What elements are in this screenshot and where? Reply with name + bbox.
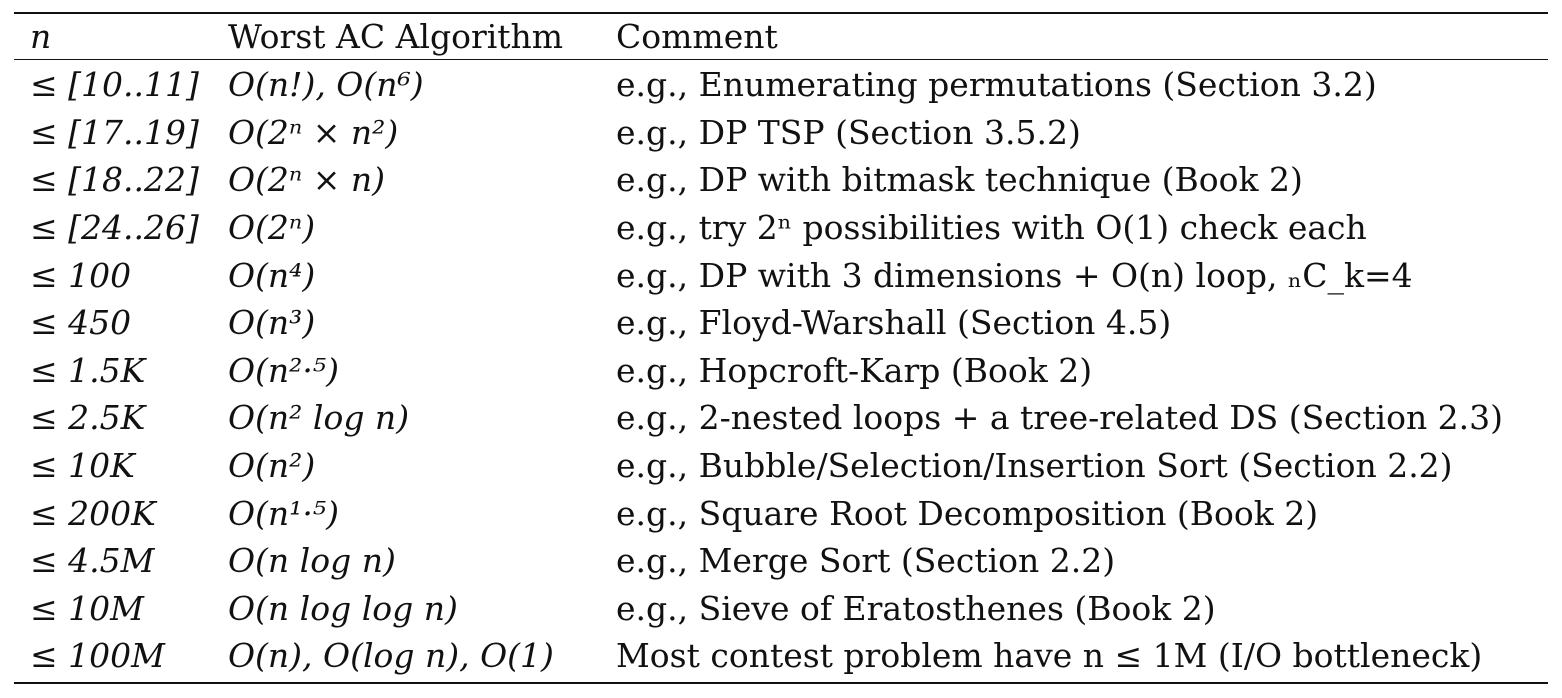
cell-comment: e.g., DP with bitmask technique (Book 2) — [616, 160, 1303, 200]
cell-algorithm: O(n³) — [228, 303, 316, 343]
table-header-row: n Worst AC Algorithm Comment — [14, 14, 1548, 60]
cell-comment: e.g., Sieve of Eratosthenes (Book 2) — [616, 588, 1216, 628]
cell-n: ≤ 100M — [30, 636, 165, 676]
cell-algorithm: O(n log log n) — [228, 588, 458, 628]
cell-algorithm: O(n¹·⁵) — [228, 493, 340, 533]
cell-n: ≤ 4.5M — [30, 541, 155, 581]
cell-comment: e.g., DP with 3 dimensions + O(n) loop, … — [616, 255, 1413, 295]
cell-algorithm: O(n² log n) — [228, 398, 410, 438]
table-row: ≤ 100M O(n), O(log n), O(1) Most contest… — [14, 632, 1548, 680]
table-row: ≤ 200K O(n¹·⁵) e.g., Square Root Decompo… — [14, 489, 1548, 537]
header-algorithm: Worst AC Algorithm — [228, 17, 564, 56]
cell-comment: e.g., DP TSP (Section 3.5.2) — [616, 112, 1081, 152]
cell-n: ≤ 100 — [30, 255, 132, 295]
cell-comment: e.g., Hopcroft-Karp (Book 2) — [616, 350, 1093, 390]
table-row: ≤ 2.5K O(n² log n) e.g., 2-nested loops … — [14, 394, 1548, 442]
cell-comment: Most contest problem have n ≤ 1M (I/O bo… — [616, 636, 1483, 676]
cell-comment: e.g., 2-nested loops + a tree-related DS… — [616, 398, 1504, 438]
cell-n: ≤ 10M — [30, 588, 144, 628]
cell-n: ≤ 2.5K — [30, 398, 146, 438]
cell-comment: e.g., Floyd-Warshall (Section 4.5) — [616, 303, 1172, 343]
cell-algorithm: O(n!), O(n⁶) — [228, 65, 424, 105]
table-row: ≤ 10K O(n²) e.g., Bubble/Selection/Inser… — [14, 442, 1548, 490]
cell-n: ≤ 10K — [30, 446, 135, 486]
cell-comment: e.g., Enumerating permutations (Section … — [616, 65, 1377, 105]
table-row: ≤ 4.5M O(n log n) e.g., Merge Sort (Sect… — [14, 537, 1548, 585]
cell-algorithm: O(2ⁿ) — [228, 208, 316, 248]
table-row: ≤ [10..11] O(n!), O(n⁶) e.g., Enumeratin… — [14, 61, 1548, 109]
cell-n: ≤ 450 — [30, 303, 132, 343]
cell-n: ≤ [17..19] — [30, 112, 199, 152]
table-row: ≤ 100 O(n⁴) e.g., DP with 3 dimensions +… — [14, 251, 1548, 299]
table-row: ≤ 450 O(n³) e.g., Floyd-Warshall (Sectio… — [14, 299, 1548, 347]
table-row: ≤ 1.5K O(n²·⁵) e.g., Hopcroft-Karp (Book… — [14, 347, 1548, 395]
cell-n: ≤ [10..11] — [30, 65, 199, 105]
cell-n: ≤ [24..26] — [30, 208, 199, 248]
table-body: ≤ [10..11] O(n!), O(n⁶) e.g., Enumeratin… — [14, 60, 1548, 682]
cell-algorithm: O(n log n) — [228, 541, 396, 581]
cell-comment: e.g., Bubble/Selection/Insertion Sort (S… — [616, 446, 1453, 486]
header-n: n — [30, 17, 52, 56]
cell-comment: e.g., Merge Sort (Section 2.2) — [616, 541, 1116, 581]
cell-n: ≤ 200K — [30, 493, 156, 533]
cell-algorithm: O(2ⁿ × n) — [228, 160, 386, 200]
cell-n: ≤ 1.5K — [30, 350, 146, 390]
cell-comment: e.g., Square Root Decomposition (Book 2) — [616, 493, 1319, 533]
table-row: ≤ [17..19] O(2ⁿ × n²) e.g., DP TSP (Sect… — [14, 109, 1548, 157]
cell-comment: e.g., try 2ⁿ possibilities with O(1) che… — [616, 208, 1367, 248]
table-row: ≤ [18..22] O(2ⁿ × n) e.g., DP with bitma… — [14, 156, 1548, 204]
cell-algorithm: O(2ⁿ × n²) — [228, 112, 399, 152]
complexity-table: n Worst AC Algorithm Comment ≤ [10..11] … — [14, 12, 1548, 684]
cell-algorithm: O(n²·⁵) — [228, 350, 340, 390]
header-comment: Comment — [616, 17, 778, 56]
cell-algorithm: O(n), O(log n), O(1) — [228, 636, 554, 676]
table-row: ≤ [24..26] O(2ⁿ) e.g., try 2ⁿ possibilit… — [14, 204, 1548, 252]
cell-algorithm: O(n⁴) — [228, 255, 316, 295]
table-row: ≤ 10M O(n log log n) e.g., Sieve of Erat… — [14, 585, 1548, 633]
cell-n: ≤ [18..22] — [30, 160, 199, 200]
cell-algorithm: O(n²) — [228, 446, 316, 486]
